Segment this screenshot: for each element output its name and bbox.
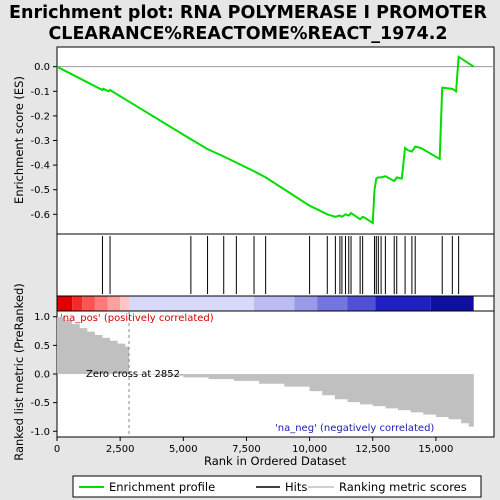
es-y-tick-label: -0.6 (30, 210, 50, 221)
heat-bar-segment (375, 296, 431, 311)
heat-bar-segment (94, 296, 108, 311)
es-y-tick-label: 0.0 (34, 62, 50, 73)
heat-bar-segment (57, 296, 73, 311)
rank-y-label: Ranked list metric (PreRanked) (12, 283, 26, 461)
es-y-tick-label: -0.2 (30, 111, 50, 122)
es-y-tick-label: -0.1 (30, 87, 50, 98)
heat-bar-segment (82, 296, 95, 311)
heat-bar-tail (473, 296, 494, 311)
rank-y-tick-label: 0.0 (34, 370, 50, 381)
legend-item-hits: Hits (285, 480, 307, 494)
es-y-tick-label: -0.4 (30, 161, 50, 172)
neg-annotation: 'na_neg' (negatively correlated) (275, 423, 434, 434)
hits-marks (101, 236, 460, 294)
heat-bar-segment (72, 296, 83, 311)
heat-bar-segment (129, 296, 255, 311)
heat-bar-segment (294, 296, 318, 311)
x-tick-label: 10,000 (292, 444, 327, 455)
pos-annotation: 'na_pos' (positively correlated) (60, 313, 214, 324)
heat-bar-segment (347, 296, 376, 311)
es-y-tick-label: -0.5 (30, 185, 50, 196)
ranking-metric-area (57, 316, 474, 430)
x-axis: 0 2,500 5,000 7,500 10,000 12,500 15,000 (54, 437, 453, 455)
heat-bar-segment (254, 296, 295, 311)
enrichment-profile-line (56, 55, 475, 225)
es-y-tick-label: -0.3 (30, 136, 50, 147)
legend-item-ranking: Ranking metric scores (339, 480, 467, 494)
chart-title-line1: Enrichment plot: RNA POLYMERASE I PROMOT… (9, 3, 487, 23)
legend-item-profile: Enrichment profile (109, 480, 215, 494)
rank-y-tick-label: 0.5 (34, 341, 50, 352)
x-tick-label: 2,500 (106, 444, 135, 455)
x-tick-label: 7,500 (232, 444, 261, 455)
hits-panel (56, 233, 495, 297)
x-axis-label: Rank in Ordered Dataset (204, 454, 347, 468)
heat-bar-segment (317, 296, 348, 311)
x-tick-label: 12,500 (355, 444, 390, 455)
es-y-label: Enrichment score (ES) (12, 76, 26, 204)
heat-bar-segment (120, 296, 130, 311)
rank-y-tick-label: -0.5 (30, 398, 50, 409)
es-panel (56, 46, 495, 235)
rank-y-axis: 1.0 0.5 0.0 -0.5 -1.0 (30, 312, 57, 438)
heat-bar-segment (430, 296, 474, 311)
rank-y-tick-label: 1.0 (34, 312, 50, 323)
zero-cross-annotation: Zero cross at 2852 (86, 369, 180, 380)
legend: Enrichment profile Hits Ranking metric s… (72, 475, 482, 498)
x-tick-label: 5,000 (169, 444, 198, 455)
heat-bar-segment (107, 296, 121, 311)
rank-y-tick-label: -1.0 (30, 427, 50, 438)
ranking-heat-bar (57, 296, 494, 311)
es-y-axis: 0.0 -0.1 -0.2 -0.3 -0.4 -0.5 -0.6 (30, 62, 57, 221)
x-tick-label: 15,000 (418, 444, 453, 455)
chart-title-line2: CLEARANCE%REACTOME%REACT_1974.2 (48, 24, 447, 44)
x-tick-label: 0 (54, 444, 60, 455)
